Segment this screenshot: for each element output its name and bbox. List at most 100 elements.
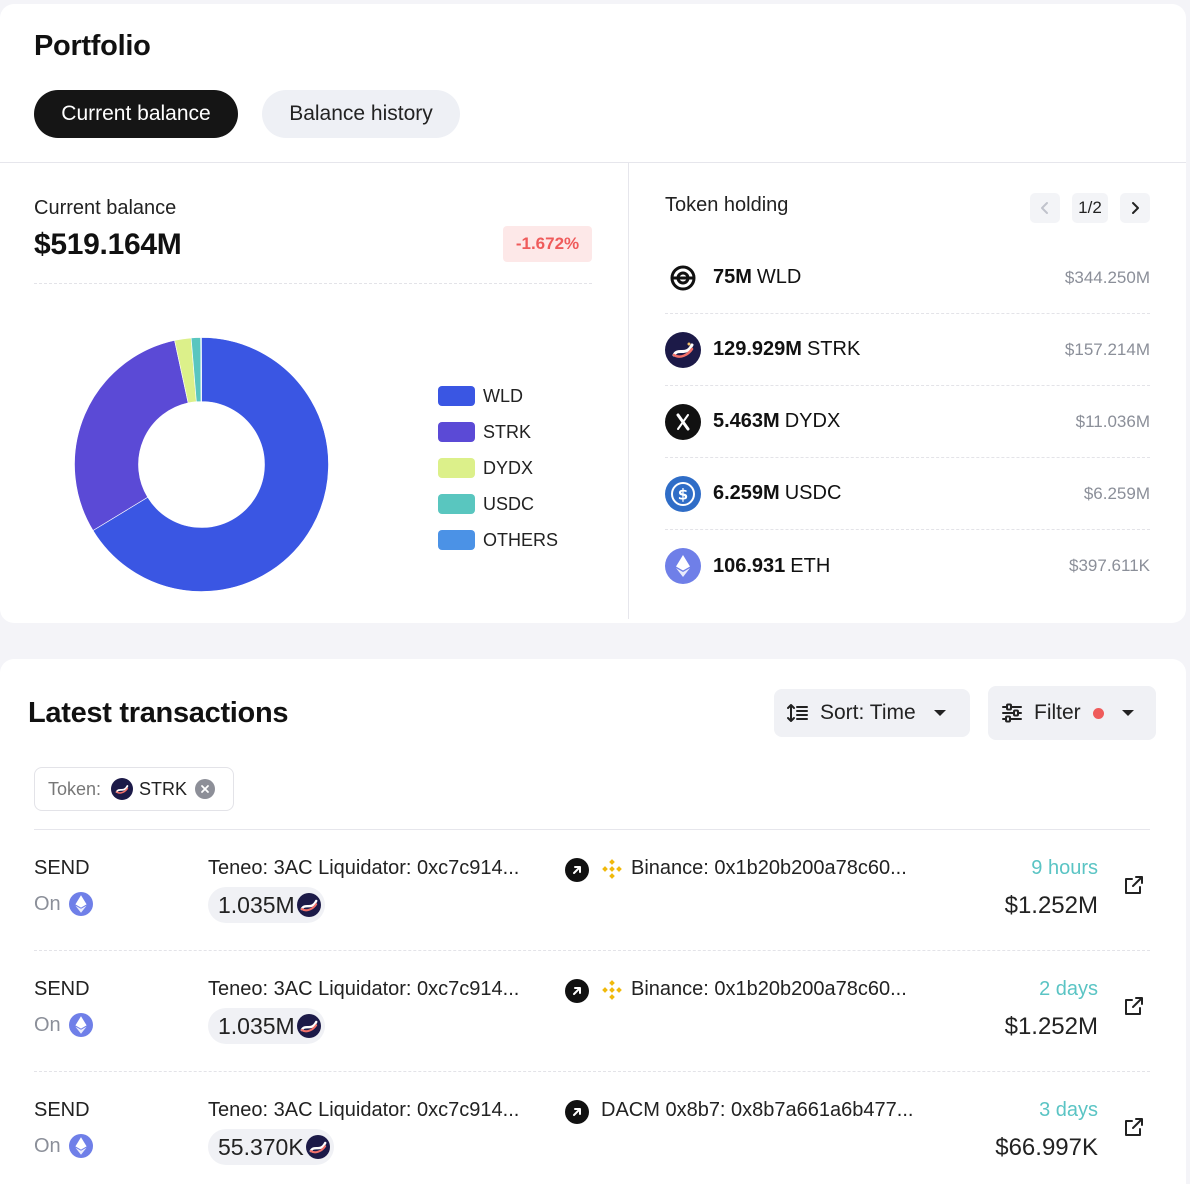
holding-row-wld[interactable]: 75M WLD $344.250M bbox=[665, 242, 1150, 314]
holding-row-eth[interactable]: 106.931 ETH $397.611K bbox=[665, 530, 1150, 602]
transactions-title: Latest transactions bbox=[28, 697, 289, 729]
external-link-icon[interactable] bbox=[1122, 873, 1146, 897]
legend-item: USDC bbox=[438, 486, 558, 522]
tab-current-balance[interactable]: Current balance bbox=[34, 90, 238, 138]
starknet-icon bbox=[296, 893, 321, 917]
svg-text:$: $ bbox=[678, 485, 688, 503]
prev-page-button[interactable] bbox=[1030, 193, 1060, 223]
arrow-up-right-icon bbox=[565, 979, 589, 1003]
remove-filter-button[interactable] bbox=[195, 779, 216, 799]
tx-usd: $66.997K bbox=[995, 1134, 1098, 1161]
chip-key: Token: bbox=[48, 778, 102, 799]
ethereum-icon bbox=[68, 1013, 93, 1037]
holding-symbol: WLD bbox=[756, 266, 802, 288]
holding-amount: 129.929M bbox=[713, 338, 802, 360]
sort-icon bbox=[787, 704, 808, 722]
legend-swatch-strk bbox=[438, 422, 475, 442]
legend-item: STRK bbox=[438, 414, 558, 450]
donut-slice-wld bbox=[92, 337, 329, 592]
legend-label: STRK bbox=[483, 421, 532, 442]
tx-time: 3 days bbox=[1039, 1099, 1098, 1121]
binance-icon bbox=[602, 858, 622, 879]
legend-swatch-wld bbox=[438, 386, 475, 406]
ethereum-icon bbox=[68, 1134, 93, 1158]
tx-from-address[interactable]: Teneo: 3AC Liquidator: 0xc7c914... bbox=[208, 978, 520, 1000]
filter-active-indicator bbox=[1092, 707, 1104, 719]
worldcoin-icon bbox=[665, 259, 701, 296]
tx-from-address[interactable]: Teneo: 3AC Liquidator: 0xc7c914... bbox=[208, 857, 520, 879]
legend-item: WLD bbox=[438, 378, 558, 414]
legend-label: USDC bbox=[483, 493, 535, 514]
legend-label: OTHERS bbox=[483, 529, 559, 550]
chevron-right-icon bbox=[1132, 202, 1139, 214]
holding-usd: $11.036M bbox=[1075, 411, 1150, 431]
legend-swatch-others bbox=[438, 530, 475, 550]
page-title: Portfolio bbox=[34, 30, 151, 62]
transaction-row: SEND On Teneo: 3AC Liquidator: 0xc7c914.… bbox=[0, 1099, 1186, 1184]
sort-label: Sort: Time bbox=[820, 701, 916, 724]
current-balance-value: $519.164M bbox=[34, 228, 182, 261]
tab-balance-history[interactable]: Balance history bbox=[262, 90, 460, 138]
tx-chain: On bbox=[34, 892, 93, 916]
holding-amount: 75M bbox=[713, 266, 752, 288]
chip-value: STRK bbox=[139, 778, 188, 799]
holding-usd: $6.259M bbox=[1083, 483, 1150, 503]
transactions-card bbox=[0, 659, 1186, 1184]
close-icon bbox=[201, 785, 209, 793]
allocation-donut-chart bbox=[74, 337, 329, 592]
tx-to-address[interactable]: DACM 0x8b7: 0x8b7a661a6b477... bbox=[601, 1099, 913, 1122]
transaction-row: SEND On Teneo: 3AC Liquidator: 0xc7c914.… bbox=[0, 857, 1186, 977]
arrow-up-right-icon bbox=[565, 1100, 589, 1124]
tx-from-address[interactable]: Teneo: 3AC Liquidator: 0xc7c914... bbox=[208, 1099, 520, 1121]
ethereum-icon bbox=[665, 548, 701, 584]
donut-slice-others bbox=[200, 337, 202, 402]
filter-sliders-icon bbox=[1002, 703, 1022, 723]
legend-item: OTHERS bbox=[438, 522, 558, 558]
holding-amount: 106.931 bbox=[713, 554, 786, 577]
ethereum-icon bbox=[68, 892, 93, 916]
filter-dropdown[interactable]: Filter bbox=[988, 686, 1156, 740]
tx-amount-value: 1.035M bbox=[218, 1012, 295, 1039]
dydx-icon bbox=[665, 403, 701, 440]
tx-amount: 1.035M bbox=[208, 1008, 325, 1044]
sort-dropdown[interactable]: Sort: Time bbox=[774, 689, 970, 737]
holding-symbol: ETH bbox=[790, 554, 831, 577]
holding-usd: $344.250M bbox=[1064, 267, 1150, 287]
holding-usd: $157.214M bbox=[1064, 339, 1150, 359]
tx-to-label: Binance: 0x1b20b200a78c60... bbox=[631, 857, 907, 879]
tx-chain: On bbox=[34, 1013, 93, 1037]
tx-to-address[interactable]: Binance: 0x1b20b200a78c60... bbox=[601, 857, 907, 880]
legend-item: DYDX bbox=[438, 450, 558, 486]
caret-down-icon bbox=[933, 710, 946, 716]
holding-row-usdc[interactable]: $ 6.259M USDC $6.259M bbox=[665, 458, 1150, 530]
tx-chain-label: On bbox=[34, 892, 61, 915]
holding-symbol: USDC bbox=[784, 482, 842, 504]
tx-chain-label: On bbox=[34, 1134, 61, 1157]
holding-usd: $397.611K bbox=[1069, 556, 1150, 575]
starknet-icon bbox=[305, 1135, 330, 1159]
tx-chain: On bbox=[34, 1134, 93, 1158]
holding-amount: 5.463M bbox=[713, 410, 780, 432]
holding-row-dydx[interactable]: 5.463M DYDX $11.036M bbox=[665, 386, 1150, 458]
token-filter-chip: Token: STRK bbox=[34, 767, 234, 811]
legend-label: DYDX bbox=[483, 457, 534, 478]
external-link-icon[interactable] bbox=[1122, 1115, 1146, 1139]
external-link-icon[interactable] bbox=[1122, 994, 1146, 1018]
holding-symbol: STRK bbox=[806, 338, 861, 360]
tx-type: SEND bbox=[34, 1099, 90, 1121]
arrow-up-right-icon bbox=[565, 858, 589, 882]
tx-chain-label: On bbox=[34, 1013, 61, 1036]
caret-down-icon bbox=[1121, 710, 1134, 716]
current-balance-label: Current balance bbox=[34, 197, 177, 219]
tx-time: 9 hours bbox=[1031, 857, 1098, 879]
tx-to-address[interactable]: Binance: 0x1b20b200a78c60... bbox=[601, 978, 907, 1001]
starknet-icon bbox=[665, 331, 701, 368]
starknet-icon bbox=[111, 778, 134, 800]
donut-slice-strk bbox=[74, 340, 189, 531]
next-page-button[interactable] bbox=[1120, 193, 1150, 223]
holding-row-strk[interactable]: 129.929M STRK $157.214M bbox=[665, 314, 1150, 386]
tx-type: SEND bbox=[34, 978, 90, 1000]
holding-amount: 6.259M bbox=[713, 482, 780, 504]
binance-icon bbox=[602, 979, 622, 1000]
starknet-icon bbox=[296, 1014, 321, 1038]
